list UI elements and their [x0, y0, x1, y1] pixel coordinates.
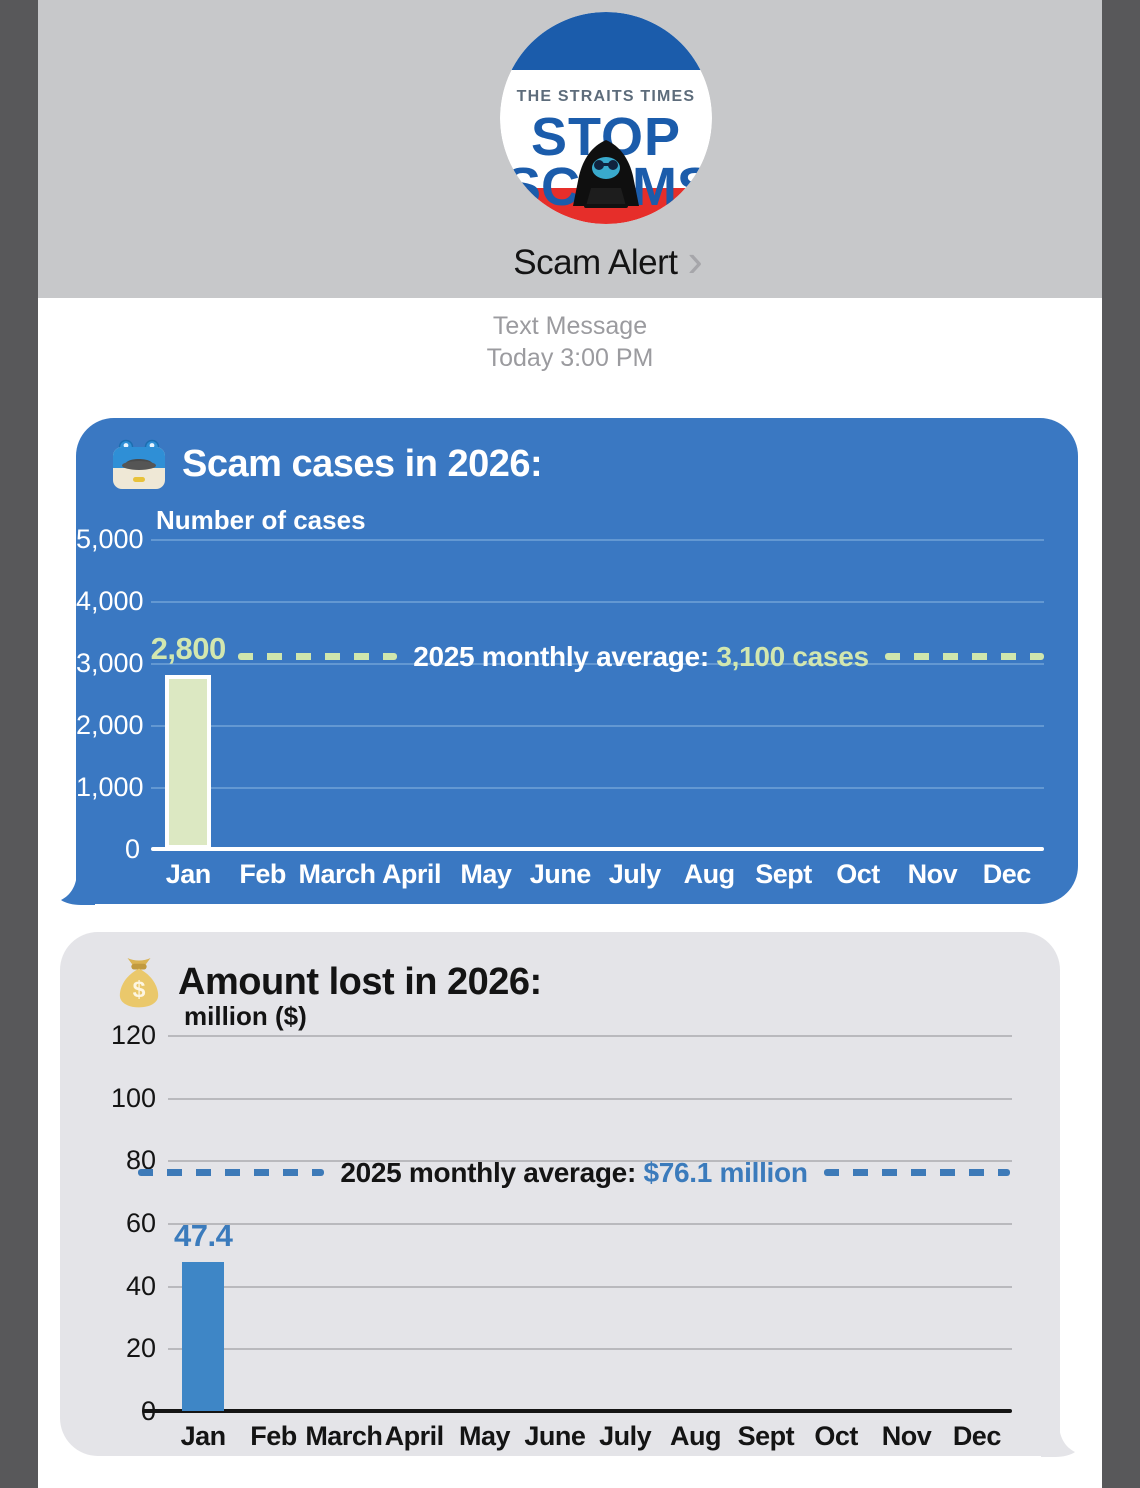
bar — [182, 1262, 225, 1411]
gridline — [151, 725, 1044, 727]
reference-line-label: 2025 monthly average: 3,100 cases — [397, 641, 885, 673]
month-label: June — [529, 859, 592, 889]
svg-text:$: $ — [133, 976, 146, 1002]
contact-name-button[interactable]: Scam Alert › — [76, 236, 1140, 290]
contact-avatar-stop-scams-logo[interactable]: THE STRAITS TIMES STOP SC MS — [500, 12, 712, 224]
message-type-label: Text Message — [492, 312, 648, 340]
chart1-title: Scam cases in 2026: — [182, 442, 543, 485]
reference-label-value: 3,100 cases — [716, 640, 869, 672]
bar-value-label: 47.4 — [173, 1218, 233, 1254]
message-bubble-scam-cases[interactable]: Scam cases in 2026: 5,000 4,000 3,000 2,000… — [61, 418, 1078, 905]
reference-dash — [823, 1169, 1010, 1177]
chart2-title: Amount lost in 2026: — [178, 960, 542, 1003]
reference-dash — [884, 653, 1044, 661]
gridline — [151, 539, 1044, 541]
month-label: March — [305, 1421, 383, 1451]
y-axis-title: Number of cases — [156, 505, 366, 535]
month-label: Aug — [683, 859, 735, 889]
reference-dash — [138, 1169, 325, 1177]
month-label: Oct — [814, 1421, 858, 1451]
month-label: Dec — [952, 1421, 1002, 1451]
bar — [165, 675, 212, 849]
scam-detector-icon — [113, 439, 165, 489]
month-label: Dec — [982, 859, 1032, 889]
month-label: Feb — [239, 859, 286, 889]
month-label: April — [381, 859, 442, 889]
reference-line: 2025 monthly average: 3,100 cases — [238, 640, 1044, 674]
reference-line: 2025 monthly average: $76.1 million — [138, 1156, 1010, 1190]
x-axis-line — [151, 847, 1044, 851]
hooded-scammer-figure — [573, 140, 639, 208]
month-label: Sept — [755, 859, 812, 889]
money-bag-icon: $ — [119, 958, 159, 1008]
reference-label-value: $76.1 million — [643, 1156, 808, 1188]
gridline — [168, 1285, 1012, 1288]
y-tick-label: 5,000 — [76, 524, 144, 554]
y-tick-label: 3,000 — [76, 648, 144, 678]
bubble-tail-left — [61, 865, 95, 905]
gridline — [168, 1223, 1012, 1225]
month-label: Aug — [670, 1421, 721, 1451]
logo-blue-band — [500, 12, 712, 70]
y-tick-label: 1,000 — [76, 772, 144, 802]
message-meta: Text Message Today 3:00 PM — [38, 310, 1102, 374]
x-axis-line — [142, 1409, 1012, 1413]
month-label: Jan — [165, 859, 212, 889]
month-label: June — [524, 1421, 586, 1451]
scam-cases-chart: 5,000 4,000 3,000 2,000 1,000 0 Number of case… — [76, 418, 1078, 904]
y-tick-label: 2,000 — [76, 710, 144, 740]
reference-line-label: 2025 monthly average: $76.1 million — [324, 1157, 823, 1189]
logo-sc-text: SC — [505, 157, 580, 217]
conversation-header: THE STRAITS TIMES STOP SC MS Scam Alert … — [38, 0, 1102, 298]
month-label: April — [384, 1421, 445, 1451]
chart2-title-row: $ Amount lost in 2026: — [116, 956, 542, 1008]
month-label: Nov — [881, 1421, 932, 1451]
gridline — [151, 663, 1044, 665]
reference-label-prefix: 2025 monthly average: — [340, 1156, 644, 1188]
month-label: July — [599, 1421, 652, 1451]
screen-left-border — [0, 0, 38, 1488]
y-tick-label: 40 — [125, 1270, 156, 1301]
logo-ms-text: MS — [632, 157, 712, 217]
message-bubble-amount-lost[interactable]: $ Amount lost in 2026: 120 100 80 60 40 20 0 mi… — [60, 932, 1075, 1457]
month-label: May — [458, 1421, 511, 1451]
gridline — [168, 1035, 1012, 1037]
bubble-tail-right — [1041, 1417, 1075, 1457]
month-label: Feb — [250, 1421, 297, 1451]
month-label: Jan — [180, 1421, 227, 1451]
month-label: Oct — [836, 859, 880, 889]
y-axis-title: million ($) — [184, 1001, 307, 1031]
month-label: March — [298, 859, 377, 889]
month-label: Sept — [737, 1421, 795, 1451]
bar-value-label: 2,800 — [150, 631, 227, 667]
month-label: May — [460, 859, 512, 889]
message-timestamp: Today 3:00 PM — [486, 344, 654, 372]
chevron-right-icon: › — [687, 234, 703, 286]
screen-right-border — [1102, 0, 1140, 1488]
gridline — [168, 1348, 1012, 1351]
month-label: Nov — [907, 859, 958, 889]
logo-top-text: THE STRAITS TIMES — [517, 88, 696, 105]
reference-dash — [238, 653, 398, 661]
gridline — [168, 1160, 1012, 1163]
y-tick-label: 4,000 — [76, 586, 144, 616]
y-tick-label: 60 — [125, 1208, 156, 1238]
y-tick-label: 100 — [110, 1082, 156, 1113]
y-tick-label: 0 — [124, 834, 140, 864]
y-tick-label: 20 — [125, 1333, 156, 1364]
chart1-title-row: Scam cases in 2026: — [112, 438, 543, 490]
reference-label-prefix: 2025 monthly average: — [413, 640, 717, 672]
gridline — [151, 787, 1044, 789]
y-tick-label: 0 — [140, 1396, 156, 1426]
month-label: July — [608, 859, 662, 889]
y-tick-label: 120 — [110, 1020, 156, 1050]
amount-lost-chart: 120 100 80 60 40 20 0 million ($) Jan Feb March Apr… — [60, 932, 1060, 1456]
contact-name: Scam Alert — [513, 243, 678, 282]
gridline — [168, 1097, 1012, 1100]
gridline — [151, 601, 1044, 603]
